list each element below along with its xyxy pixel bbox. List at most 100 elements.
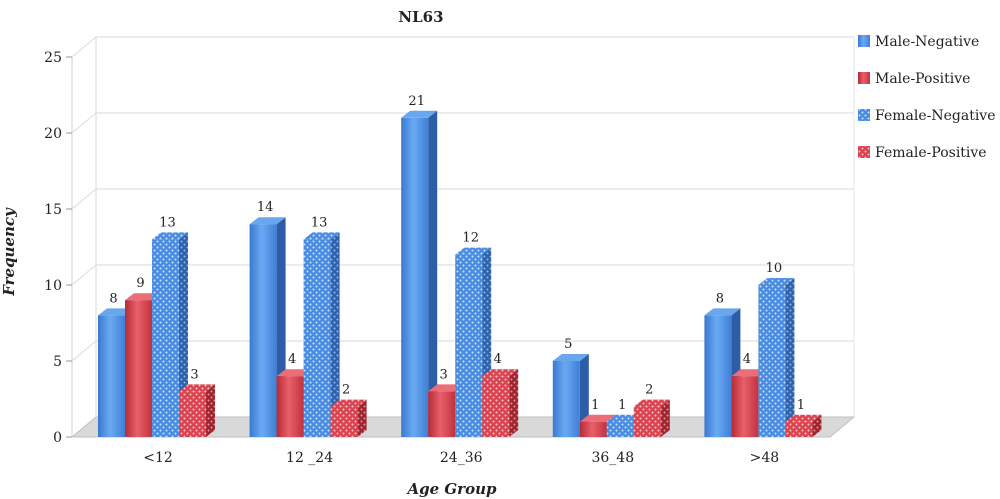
y-tick-label: 20 (44, 126, 62, 142)
data-label: 1 (591, 398, 599, 413)
bar-top (249, 217, 286, 225)
x-axis-ticks: <12 12 _24 24_36 36_48 >48 (143, 450, 779, 466)
data-label: 13 (311, 215, 328, 230)
bar-top (579, 414, 616, 422)
bar-front (606, 421, 634, 437)
data-label: 9 (136, 276, 144, 291)
data-label: 4 (494, 352, 502, 367)
bar (552, 354, 589, 437)
bar-top (330, 399, 367, 407)
gridline (71, 112, 854, 134)
gridline (71, 264, 854, 286)
bar-front (98, 315, 125, 437)
bar-front (758, 285, 786, 437)
data-label: 21 (408, 94, 425, 109)
legend-swatch (858, 35, 870, 47)
bar-side (206, 384, 215, 437)
gridlines (71, 36, 854, 362)
bar-top (758, 278, 795, 285)
bar-top (179, 384, 215, 392)
y-tick-label: 5 (53, 354, 62, 370)
bar-side (330, 232, 340, 437)
bar-front (552, 361, 580, 437)
data-label: 3 (440, 367, 448, 382)
y-tick-label: 10 (44, 278, 62, 294)
data-label: 12 (462, 231, 479, 246)
x-tick-label: <12 (143, 450, 173, 466)
legend-swatch (858, 72, 870, 84)
bar (152, 232, 188, 437)
bar-front (428, 391, 456, 437)
legend-swatch (858, 146, 870, 158)
legend-label: Female-Positive (875, 145, 987, 161)
bar-top (152, 232, 188, 240)
data-label: 4 (288, 352, 296, 367)
data-label: 2 (645, 383, 653, 398)
bar-side (357, 399, 367, 437)
gridline (71, 36, 854, 58)
bar-side (509, 369, 519, 437)
data-label: 14 (257, 200, 274, 215)
bar-front (633, 406, 661, 437)
bar-front (401, 117, 429, 438)
bar (785, 414, 822, 437)
bar (179, 384, 215, 437)
bar-front (731, 376, 759, 437)
bar-side (785, 278, 795, 437)
bar (482, 369, 519, 437)
data-label: 5 (564, 337, 572, 352)
chart-title: NL63 (398, 8, 443, 26)
data-label: 4 (743, 352, 751, 367)
bar-front (125, 300, 152, 437)
bar-front (785, 421, 813, 437)
bar (330, 399, 367, 437)
data-label: 3 (190, 367, 198, 382)
bar-front (455, 254, 483, 437)
bar-front (179, 391, 206, 437)
bar-front (579, 421, 607, 437)
bar-front (249, 224, 277, 437)
data-label: 8 (716, 291, 724, 306)
bar (758, 278, 795, 437)
bar (633, 399, 670, 437)
bar-front (303, 239, 331, 437)
x-tick-label: 24_36 (440, 450, 483, 466)
bar-top (552, 354, 589, 361)
x-tick-label: >48 (750, 450, 780, 466)
y-axis-label: Frequency (0, 207, 18, 297)
y-axis-ticks: 0 5 10 15 20 25 (44, 50, 72, 446)
legend-label: Male-Positive (875, 71, 970, 87)
bar-top (455, 247, 492, 255)
bar-top (401, 110, 438, 118)
data-label: 8 (109, 291, 117, 306)
bar-side (579, 354, 589, 437)
bar (401, 110, 438, 438)
bar-top (303, 232, 340, 240)
gridline (71, 188, 854, 210)
data-label: 2 (342, 383, 350, 398)
bar-top (704, 308, 741, 316)
y-tick-label: 0 (53, 430, 62, 446)
bar-side (660, 399, 670, 437)
bar-side (179, 232, 188, 437)
bar-side (812, 414, 822, 437)
data-label: 1 (618, 398, 626, 413)
gridline (71, 340, 854, 362)
legend: Male-Negative Male-Positive Female-Negativ… (858, 34, 996, 161)
data-label: 13 (159, 215, 176, 230)
data-label: 10 (766, 261, 783, 276)
bar-top (633, 399, 670, 407)
y-tick-label: 15 (44, 202, 62, 218)
bar-top (482, 369, 519, 377)
legend-label: Female-Negative (875, 108, 996, 124)
x-tick-label: 36_48 (591, 450, 634, 466)
data-label: 1 (797, 398, 805, 413)
bar-side (428, 110, 438, 438)
bar-front (330, 406, 358, 437)
bar-front (482, 376, 510, 437)
bar-top (785, 414, 822, 422)
x-tick-label: 12 _24 (286, 450, 333, 466)
bar (303, 232, 340, 437)
